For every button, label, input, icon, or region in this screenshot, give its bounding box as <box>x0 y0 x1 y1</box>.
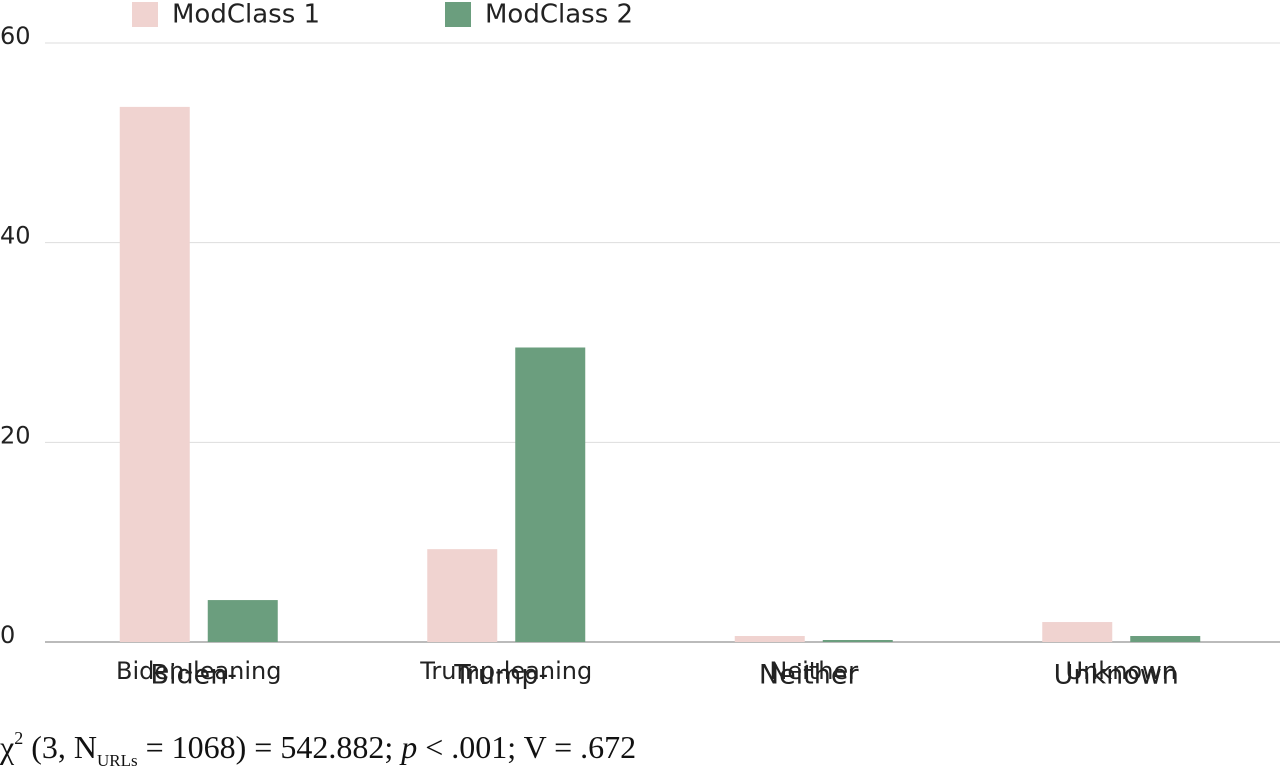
fn-chi: χ <box>0 729 15 765</box>
footnote: χ2 (3, NURLs = 1068) = 542.882; p < .001… <box>0 728 636 771</box>
bar <box>515 347 586 642</box>
bar <box>119 106 190 643</box>
y-tick-label: 60 <box>0 22 31 50</box>
y-tick-label: 0 <box>0 621 15 649</box>
x-tick-label: Neither <box>769 657 858 685</box>
x-tick-label: Biden-leaning <box>116 657 281 685</box>
y-tick-label: 20 <box>0 421 31 449</box>
legend-swatch <box>445 2 471 27</box>
x-tick-label-overlay: Unknown <box>1054 660 1179 691</box>
bar <box>822 640 893 642</box>
x-tick-label-overlay: Neither <box>759 660 860 691</box>
x-tick-label-overlay: Trump- <box>453 660 548 691</box>
x-tick-label: Trump-leaning <box>419 657 592 685</box>
legend-swatch <box>132 2 158 27</box>
x-tick-label: Unknown <box>1066 657 1177 685</box>
chart: 0 20 40 60 ModClass 1 ModClass 2 Biden-leaning… <box>0 0 1280 691</box>
y-tick-label: 40 <box>0 222 31 250</box>
x-tick-label-overlay: Biden- <box>150 660 237 691</box>
legend-label: ModClass 2 <box>485 0 633 30</box>
fn-a: (3, N <box>23 729 97 765</box>
legend-label: ModClass 1 <box>172 0 320 30</box>
fn-sub: URLs <box>96 751 138 770</box>
fn-b: = 1068) = 542.882; <box>137 729 402 765</box>
fn-c: < .001; V = .672 <box>417 729 637 765</box>
bar <box>207 600 278 642</box>
bar <box>427 549 498 642</box>
fn-sup: 2 <box>14 728 24 748</box>
fn-p: p <box>401 729 418 765</box>
bar <box>1042 622 1113 642</box>
bar <box>734 636 805 642</box>
bar <box>1130 636 1201 642</box>
